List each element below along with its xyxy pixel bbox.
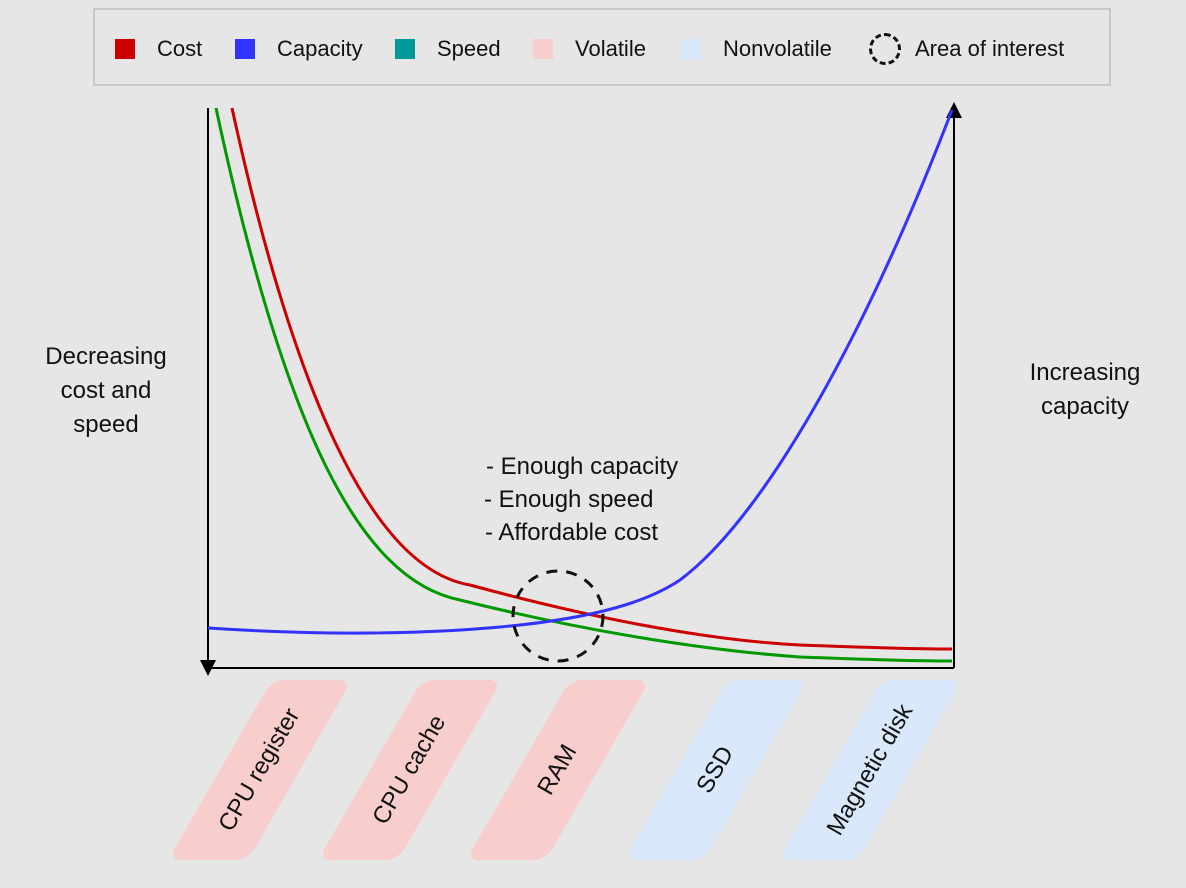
legend-item-speed: Speed — [395, 10, 501, 88]
annotation-line: - Affordable cost — [485, 519, 658, 546]
right-axis-label-line: Increasing — [1029, 359, 1141, 386]
annotation-line: - Enough speed — [484, 486, 654, 513]
left-axis-label-line: Decreasing — [45, 343, 167, 370]
legend-label-cost: Cost — [157, 36, 203, 61]
dashed-circle-icon — [869, 33, 901, 65]
left-axis-label-line: cost and — [60, 377, 152, 404]
legend-item-cost: Cost — [115, 10, 202, 88]
area-of-interest-circle — [511, 569, 605, 663]
legend-item-area-of-interest: Area of interest — [869, 10, 1064, 88]
legend-label-speed: Speed — [437, 36, 501, 61]
capacity-curve — [207, 109, 954, 635]
right-axis-label-line: capacity — [1040, 393, 1130, 420]
left-axis-label-line: speed — [73, 411, 139, 438]
legend: Cost Capacity Speed Volatile Nonvolatile… — [93, 8, 1111, 86]
speed-swatch — [395, 39, 415, 59]
cost-swatch — [115, 39, 135, 59]
legend-item-volatile: Volatile — [533, 10, 646, 88]
memory-tag-label: SSD — [691, 741, 740, 798]
memory-tag-label: RAM — [532, 739, 583, 800]
legend-item-nonvolatile: Nonvolatile — [681, 10, 832, 88]
area-of-interest-annotation: - Enough capacity - Enough speed - Affor… — [470, 450, 678, 549]
nonvolatile-swatch — [681, 39, 701, 59]
volatile-swatch — [533, 39, 553, 59]
right-axis-label: Increasing capacity — [1000, 356, 1170, 424]
legend-label-nonvolatile: Nonvolatile — [723, 36, 832, 61]
capacity-swatch — [235, 39, 255, 59]
legend-label-capacity: Capacity — [277, 36, 363, 61]
annotation-line: - Enough capacity — [486, 453, 679, 480]
cost-curve — [230, 107, 953, 651]
legend-item-capacity: Capacity — [235, 10, 363, 88]
legend-label-volatile: Volatile — [575, 36, 646, 61]
speed-curve — [214, 107, 953, 663]
legend-label-area-of-interest: Area of interest — [915, 36, 1065, 61]
left-axis-label: Decreasing cost and speed — [20, 340, 192, 442]
